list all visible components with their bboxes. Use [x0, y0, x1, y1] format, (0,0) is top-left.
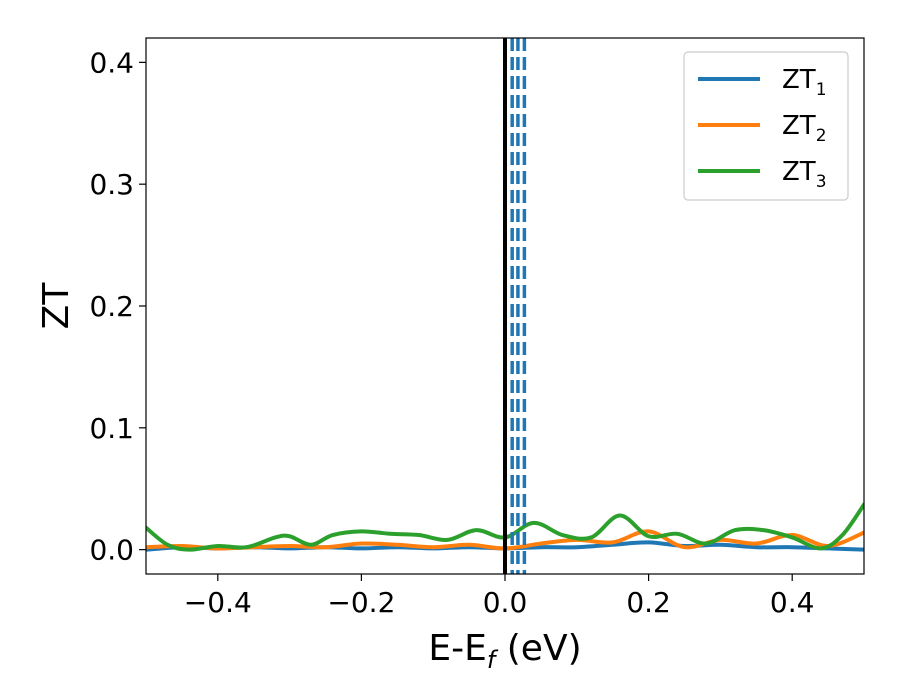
- legend-label-subscript: 1: [816, 80, 827, 100]
- x-tick-label: 0.0: [483, 586, 528, 619]
- y-tick-label: 0.4: [89, 46, 134, 79]
- y-tick-label: 0.3: [89, 168, 134, 201]
- x-tick-label: 0.4: [770, 586, 815, 619]
- legend-label-main: ZT: [782, 157, 816, 187]
- y-axis: 0.0 0.1 0.2 0.3 0.4: [89, 46, 146, 567]
- y-axis-label: ZT: [36, 282, 77, 330]
- legend-label-main: ZT: [782, 111, 816, 141]
- x-tick-label: 0.2: [626, 586, 671, 619]
- legend-label-zt1: ZT1: [782, 65, 827, 100]
- x-axis-label-unit: (eV): [495, 628, 581, 669]
- legend-label-zt2: ZT2: [782, 111, 827, 146]
- series-line-zt3: [146, 502, 864, 552]
- x-tick-label: −0.4: [184, 586, 252, 619]
- x-axis: −0.4 −0.2 0.0 0.2 0.4: [184, 574, 815, 619]
- x-tick-label: −0.2: [327, 586, 395, 619]
- legend-label-subscript: 2: [816, 126, 827, 146]
- y-tick-label: 0.2: [89, 290, 134, 323]
- x-axis-label-main: E-E: [428, 628, 486, 669]
- y-tick-label: 0.0: [89, 534, 134, 567]
- legend-label-subscript: 3: [816, 172, 827, 192]
- legend-label-main: ZT: [782, 65, 816, 95]
- plot-area: [146, 38, 864, 574]
- legend-box: [683, 51, 849, 201]
- legend-label-zt3: ZT3: [782, 157, 827, 192]
- y-tick-label: 0.1: [89, 412, 134, 445]
- x-axis-label: E-Ef (eV): [428, 628, 581, 674]
